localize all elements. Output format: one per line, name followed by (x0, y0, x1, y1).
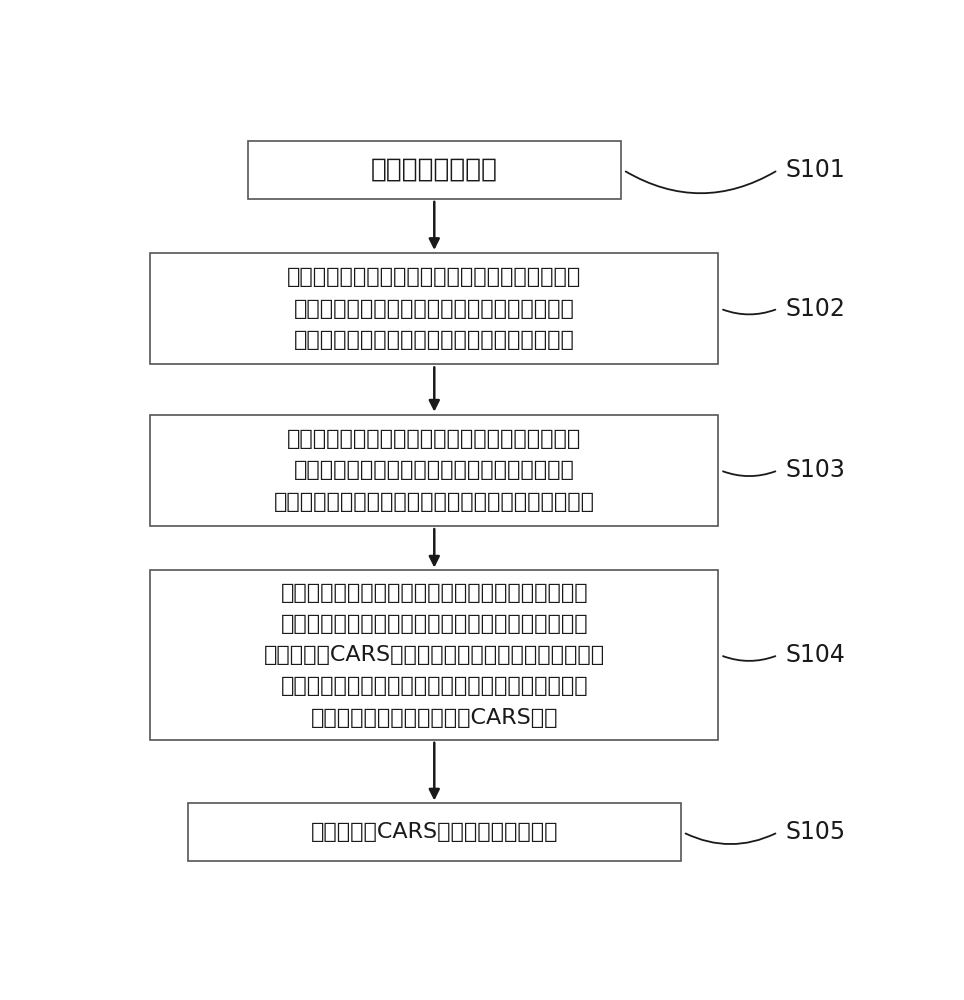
Text: 获取有用的CARS信号，进行显微成像: 获取有用的CARS信号，进行显微成像 (310, 822, 558, 842)
Text: 使上述超短激光脉冲产生第一超短激光脉冲、第二
超短激光脉冲和第三超短激光脉冲，该第二超短
激光脉冲的波长与第三超短激光脉冲的波长不同: 使上述超短激光脉冲产生第一超短激光脉冲、第二 超短激光脉冲和第三超短激光脉冲，该… (287, 267, 581, 350)
FancyBboxPatch shape (150, 415, 718, 526)
Text: 生成超短激光脉冲: 生成超短激光脉冲 (371, 157, 497, 183)
Text: 使附加探测光与超连续谱激光同时共线聚焦于样品，
该附加探测光的光子与超连续谱激光产生的声子碰撞
形成无用的CARS信号，并将焦斑周边的声子耗尽，较
附加探测光延: 使附加探测光与超连续谱激光同时共线聚焦于样品， 该附加探测光的光子与超连续谱激光… (264, 583, 604, 728)
FancyBboxPatch shape (150, 570, 718, 740)
Text: S105: S105 (786, 820, 845, 844)
FancyBboxPatch shape (248, 141, 621, 199)
FancyBboxPatch shape (150, 253, 718, 364)
Text: S103: S103 (786, 458, 845, 482)
Text: S102: S102 (786, 297, 845, 321)
FancyBboxPatch shape (188, 803, 681, 861)
Text: S101: S101 (786, 158, 845, 182)
Text: S104: S104 (786, 643, 845, 667)
Text: 将第一超短激光脉冲转化为超连续谱激光，将延迟
后的第二超短激光脉冲作为探测光，将第三超短
激光脉冲整形为中心光强小、周边光强大的附加探测光: 将第一超短激光脉冲转化为超连续谱激光，将延迟 后的第二超短激光脉冲作为探测光，将… (274, 429, 595, 512)
